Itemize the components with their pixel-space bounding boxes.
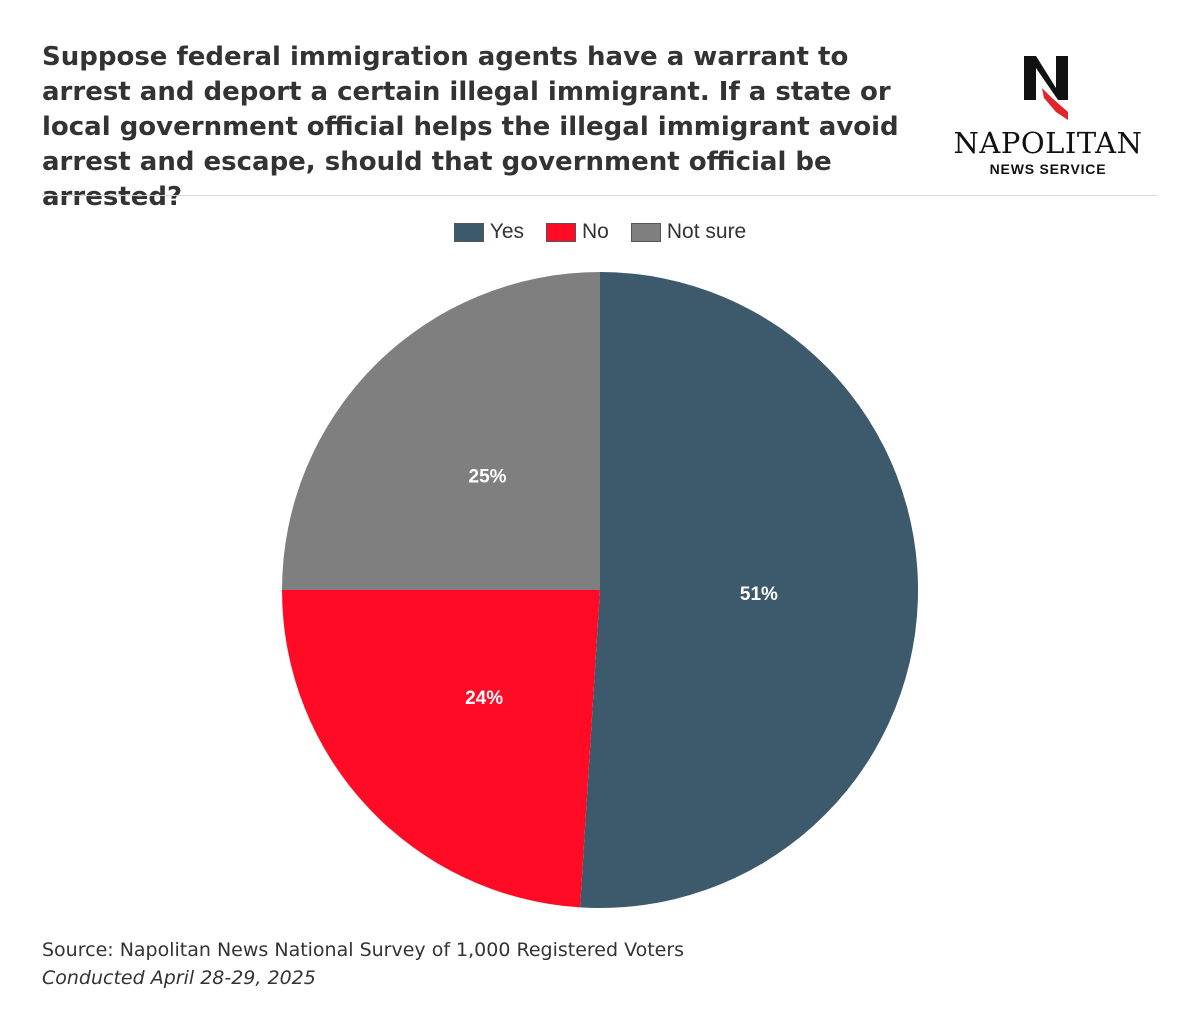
logo-subtitle: NEWS SERVICE xyxy=(989,161,1107,177)
legend-label: Yes xyxy=(489,220,525,243)
legend-item-yes: Yes xyxy=(453,220,525,244)
legend-swatch xyxy=(453,222,484,242)
napolitan-n-logo-icon xyxy=(1024,56,1068,120)
data-label-yes: 51% xyxy=(740,584,778,605)
conducted-date: Conducted April 28-29, 2025 xyxy=(42,967,316,989)
legend-swatch xyxy=(546,222,577,242)
legend-swatch xyxy=(630,222,661,242)
logo-accent-stripe xyxy=(1042,88,1068,120)
data-label-no: 24% xyxy=(465,688,503,709)
source-note: Source: Napolitan News National Survey o… xyxy=(42,939,685,961)
napolitan-logo: NAPOLITAN NEWS SERVICE xyxy=(950,52,1150,182)
chart-legend: Yes No Not sure xyxy=(0,220,1200,244)
logo-name: NAPOLITAN xyxy=(953,126,1143,160)
pie-slice-not-sure xyxy=(282,272,600,590)
chart-title: Suppose federal immigration agents have … xyxy=(42,42,899,212)
legend-label: No xyxy=(582,220,609,243)
pie-slice-yes xyxy=(580,271,919,908)
legend-label: Not sure xyxy=(666,220,747,243)
legend-item-not-sure: Not sure xyxy=(630,220,747,244)
header-divider xyxy=(42,195,1158,196)
legend-item-no: No xyxy=(546,220,609,244)
data-label-not-sure: 25% xyxy=(469,467,507,488)
pie-slice-no xyxy=(282,590,600,908)
